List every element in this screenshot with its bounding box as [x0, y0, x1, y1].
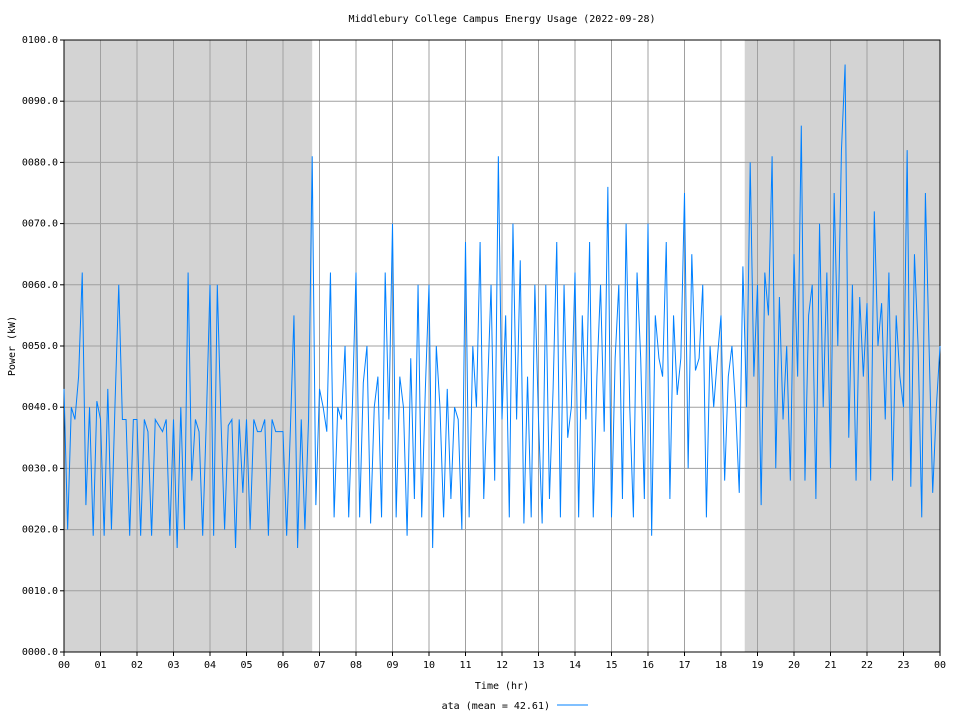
x-tick-label: 01 [94, 660, 106, 671]
chart-title: Middlebury College Campus Energy Usage (… [348, 14, 655, 25]
y-tick-label: 0100.0 [22, 35, 58, 46]
x-tick-label: 05 [240, 660, 252, 671]
x-tick-label: 23 [897, 660, 909, 671]
x-tick-label: 03 [167, 660, 179, 671]
x-tick-label: 07 [313, 660, 325, 671]
x-tick-label: 04 [204, 660, 216, 671]
y-tick-label: 0040.0 [22, 402, 58, 413]
y-tick-label: 0000.0 [22, 647, 58, 658]
y-tick-label: 0020.0 [22, 525, 58, 536]
legend-label: ata (mean = 42.61) [442, 701, 550, 712]
y-axis-label: Power (kW) [7, 316, 18, 376]
y-tick-label: 0070.0 [22, 219, 58, 230]
y-tick-label: 0030.0 [22, 463, 58, 474]
x-tick-label: 18 [715, 660, 727, 671]
x-tick-label: 00 [58, 660, 70, 671]
x-tick-label: 19 [751, 660, 763, 671]
y-tick-label: 0060.0 [22, 280, 58, 291]
x-tick-label: 02 [131, 660, 143, 671]
x-tick-label: 17 [678, 660, 690, 671]
x-tick-label: 09 [386, 660, 398, 671]
x-tick-label: 13 [532, 660, 544, 671]
x-tick-label: 10 [423, 660, 435, 671]
x-tick-label: 15 [605, 660, 617, 671]
x-tick-label: 14 [569, 660, 581, 671]
x-tick-label: 08 [350, 660, 362, 671]
y-tick-label: 0090.0 [22, 96, 58, 107]
x-tick-label: 06 [277, 660, 289, 671]
x-tick-label: 22 [861, 660, 873, 671]
data-line [63, 64, 941, 548]
x-tick-label: 11 [459, 660, 471, 671]
x-axis-label: Time (hr) [475, 681, 529, 692]
x-tick-label: 16 [642, 660, 654, 671]
y-tick-label: 0080.0 [22, 157, 58, 168]
x-tick-label: 21 [824, 660, 836, 671]
x-tick-label: 00 [934, 660, 946, 671]
y-tick-label: 0050.0 [22, 341, 58, 352]
x-tick-label: 12 [496, 660, 508, 671]
y-tick-label: 0010.0 [22, 586, 58, 597]
x-tick-label: 20 [788, 660, 800, 671]
